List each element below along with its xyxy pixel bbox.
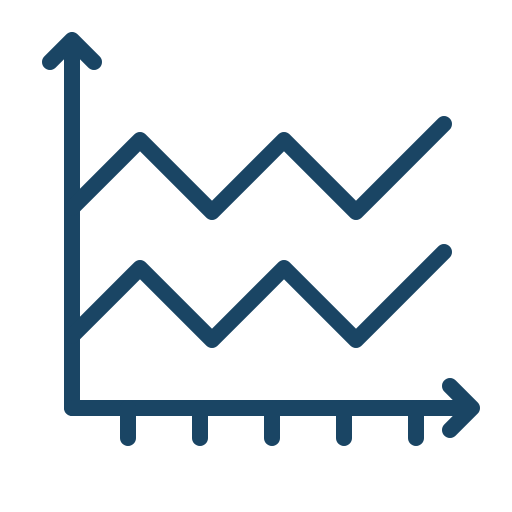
- series-lower: [72, 252, 444, 340]
- chart-svg: [0, 0, 512, 512]
- chart-strokes: [50, 40, 472, 438]
- series-upper: [72, 124, 444, 212]
- y-axis: [50, 40, 94, 408]
- line-chart-icon: [0, 0, 512, 512]
